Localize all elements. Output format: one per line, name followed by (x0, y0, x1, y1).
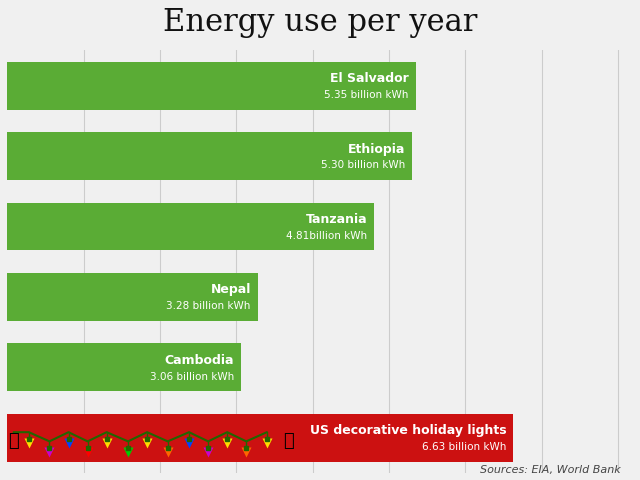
Text: Nepal: Nepal (211, 283, 251, 296)
Bar (8, 414, 513, 462)
Text: El Salvador: El Salvador (330, 72, 409, 85)
Bar (8, 61, 415, 109)
Text: Ethiopia: Ethiopia (348, 143, 405, 156)
Text: Cambodia: Cambodia (164, 354, 234, 367)
Bar (8, 273, 258, 321)
Bar (8, 343, 241, 391)
Text: 3.28 billion kWh: 3.28 billion kWh (166, 301, 251, 311)
Title: Energy use per year: Energy use per year (163, 7, 477, 38)
Text: 5.35 billion kWh: 5.35 billion kWh (324, 90, 409, 100)
Bar (8, 203, 374, 251)
Text: 3.06 billion kWh: 3.06 billion kWh (150, 372, 234, 382)
Text: 5.30 billion kWh: 5.30 billion kWh (321, 160, 405, 170)
Text: 🎄: 🎄 (283, 432, 294, 450)
Text: Sources: EIA, World Bank: Sources: EIA, World Bank (480, 465, 621, 475)
Text: 6.63 billion kWh: 6.63 billion kWh (422, 442, 506, 452)
Text: US decorative holiday lights: US decorative holiday lights (310, 424, 506, 437)
Text: 4.81billion kWh: 4.81billion kWh (287, 231, 367, 240)
Bar (8, 132, 412, 180)
Text: Tanzania: Tanzania (306, 213, 367, 226)
Text: 🎄: 🎄 (8, 432, 19, 450)
